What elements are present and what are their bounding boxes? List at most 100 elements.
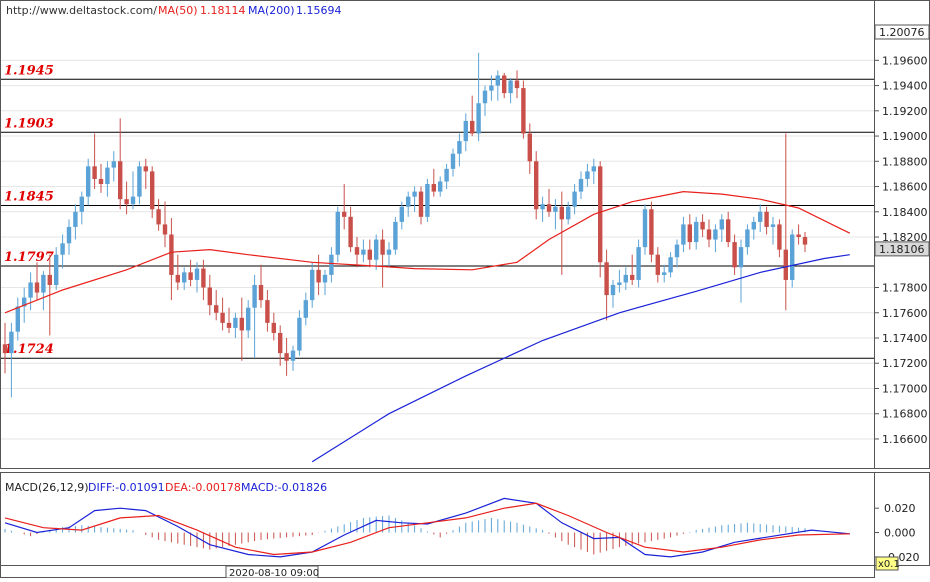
candle-body (124, 199, 129, 205)
candle-body (226, 322, 232, 328)
candle-body (540, 204, 545, 210)
candle-body (700, 221, 705, 230)
candle-body (354, 247, 360, 255)
candle-body (220, 312, 225, 323)
candle-body (60, 243, 65, 255)
ma50-value: 1.18114 (200, 4, 246, 17)
y-tick-label: 1.18200 (882, 231, 928, 244)
candle-body (674, 244, 680, 258)
grid-layer (1, 59, 874, 440)
candle-body (54, 254, 59, 285)
candle-body (527, 133, 532, 162)
candle-body (105, 167, 110, 185)
top-value-label: 1.20076 (879, 26, 925, 39)
macd-label: MACD(26,12,9) (5, 481, 89, 494)
y-tick-label: 1.17400 (882, 332, 928, 345)
y-tick-label: 1.19600 (882, 54, 928, 67)
site-url[interactable]: http://www.deltastock.com/ (6, 4, 157, 17)
candle-body (143, 166, 148, 172)
y-tick-label: 1.17600 (882, 307, 928, 320)
candle-body (214, 305, 219, 313)
candle-body (367, 249, 372, 260)
candle-body (239, 317, 244, 331)
ma200-label: MA(200) (248, 4, 295, 17)
candle-body (706, 229, 712, 240)
candle-body (604, 262, 609, 296)
ma200-value: 1.15694 (296, 4, 342, 17)
candle-body (438, 181, 443, 192)
candle-body (386, 249, 392, 255)
candle-body (482, 90, 488, 104)
candle-body (553, 206, 558, 212)
candle-body (655, 254, 660, 275)
candle-body (636, 247, 641, 280)
last-price-box (874, 241, 930, 257)
y-tick-label: 1.16600 (882, 433, 928, 446)
candle-body (630, 274, 635, 280)
candle-body (649, 209, 654, 255)
ma200-line (311, 254, 850, 463)
candle-body (790, 234, 795, 280)
candle-body (412, 191, 417, 197)
candle-body (118, 161, 123, 200)
candle-body (86, 166, 91, 197)
candle-body (495, 75, 500, 86)
ma-layer (4, 190, 851, 463)
candle-body (585, 171, 590, 179)
zoom-box[interactable] (875, 556, 899, 571)
candle-body (463, 120, 468, 142)
candle-body (796, 234, 801, 238)
candle-body (642, 209, 648, 248)
candle-body (777, 224, 782, 250)
candle-body (418, 191, 424, 217)
macd-tick-label: 0.000 (884, 527, 916, 540)
macd-value: MACD:-0.01826 (241, 481, 327, 494)
candle-body (694, 221, 699, 243)
candle-body (41, 274, 46, 293)
candle-body (502, 75, 507, 94)
candle-body (444, 168, 449, 182)
candle-body (79, 196, 84, 212)
candle-body (73, 211, 78, 227)
candle-body (162, 224, 168, 235)
level-label: 1.1797 (4, 250, 54, 265)
candle-body (137, 166, 142, 197)
y-tick-label: 1.18400 (882, 206, 928, 219)
level-layer: 1.1945 1.1903 1.1845 1.1797 1.1724 (1, 63, 874, 359)
candle-layer (2, 52, 808, 398)
candle-body (457, 141, 462, 154)
candle-body (406, 196, 411, 207)
candle-body (22, 297, 27, 307)
candle-body (194, 268, 200, 280)
candle-body (546, 204, 552, 212)
candle-body (719, 219, 724, 230)
y-tick-label: 1.19200 (882, 105, 928, 118)
macd-diff: DIFF:-0.01091 (88, 481, 165, 494)
candle-body (598, 166, 603, 263)
time-axis-frame (0, 565, 875, 578)
candle-body (566, 206, 571, 220)
candle-body (508, 80, 513, 94)
candle-body (399, 206, 404, 222)
candle-body (322, 274, 328, 283)
candle-body (329, 254, 334, 275)
candle-body (175, 274, 180, 283)
candle-body (47, 274, 52, 285)
candle-body (34, 282, 40, 293)
zoom-label[interactable]: x0.1 (878, 559, 900, 570)
candle-body (770, 224, 776, 227)
candle-body (470, 120, 475, 134)
candle-body (764, 211, 769, 227)
candle-body (92, 166, 97, 179)
y-tick-label: 1.19000 (882, 130, 928, 143)
y-tick-label: 1.17200 (882, 357, 928, 370)
candle-body (98, 178, 104, 185)
candle-body (297, 317, 302, 351)
candle-body (578, 178, 584, 192)
candle-body (66, 226, 72, 244)
price-axis: 1.19600 1.19400 1.19200 1.19000 1.18800 1.186… (874, 54, 930, 446)
candle-body (233, 317, 238, 328)
candle-body (310, 269, 315, 301)
